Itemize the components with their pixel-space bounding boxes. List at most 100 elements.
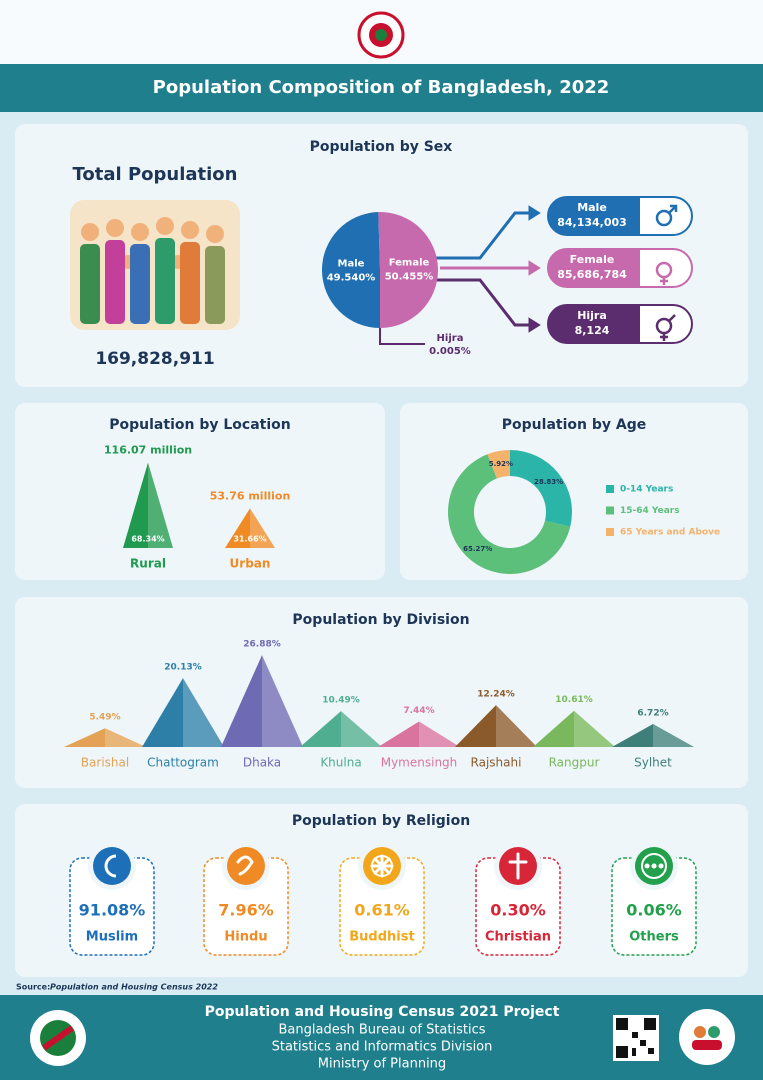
triangle	[64, 728, 146, 747]
slice-value-label: 65.27%	[463, 545, 492, 553]
religion-symbol	[104, 854, 117, 878]
value-label: 26.88%	[243, 640, 281, 650]
legend-label: 0-14 Years	[620, 485, 673, 495]
religion-label: Buddhist	[349, 930, 414, 945]
card-label: Male	[577, 201, 607, 214]
triangle-shade	[419, 721, 460, 747]
value-label: 68.34%	[131, 535, 164, 544]
religion-value: 0.30%	[490, 901, 546, 920]
triangle	[123, 462, 173, 548]
panel	[15, 403, 385, 580]
category-label: Barishal	[81, 756, 129, 770]
religion-symbol	[370, 854, 394, 878]
triangle	[142, 678, 224, 747]
footer-title: Population and Housing Census 2021 Proje…	[205, 1004, 560, 1020]
slice-value-label: 49.540%	[327, 272, 376, 283]
legend-swatch	[606, 506, 614, 515]
value-label: 7.44%	[403, 706, 434, 716]
section-title: Population by Location	[109, 417, 290, 433]
religion-value: 7.96%	[218, 901, 274, 920]
total-population: 169,828,911	[95, 349, 214, 369]
category-label: Rajshahi	[471, 756, 522, 770]
donut-slice	[448, 454, 571, 574]
symbol-stroke	[668, 204, 678, 214]
pie-slice	[321, 212, 380, 329]
section-title: Population by Age	[502, 417, 646, 433]
religion-symbol	[508, 852, 528, 880]
total-title: Total Population	[73, 164, 238, 185]
slice-category: Hijra	[437, 333, 464, 344]
symbol-stroke	[660, 277, 668, 285]
sex-cards: Male 84,134,003 Female 85,686,784 Hijra 8,124	[547, 196, 693, 344]
category-label: Chattogram	[147, 756, 219, 770]
category-label: Sylhet	[634, 756, 672, 770]
section-title: Population by Division	[292, 612, 469, 628]
footer-line: Statistics and Informatics Division	[272, 1040, 493, 1055]
triangle-shade	[262, 655, 303, 747]
category-label: Mymensingh	[381, 756, 458, 770]
footer-logo-right	[679, 1009, 735, 1065]
total-label: 116.07 million	[104, 444, 192, 457]
triangle	[455, 705, 537, 747]
religion-icon	[93, 847, 131, 885]
donut-slice	[487, 450, 510, 479]
legend-swatch	[606, 485, 614, 493]
religion-value: 91.08%	[79, 901, 146, 920]
slice-category: Male	[338, 258, 365, 269]
card-count: 8,124	[575, 324, 610, 337]
donut-slice	[510, 450, 572, 527]
religion-value: 0.61%	[354, 901, 410, 920]
panel	[400, 403, 748, 580]
sex-symbol	[655, 261, 673, 285]
legend-label: 65 Years and Above	[620, 528, 720, 538]
value-label: 12.24%	[477, 690, 515, 700]
slice-value-label: 28.83%	[534, 478, 563, 486]
triangle	[300, 711, 382, 747]
source-label: Source:	[16, 983, 50, 992]
category-label: Rangpur	[549, 756, 600, 770]
religion-icon	[227, 847, 265, 885]
total-label: 53.76 million	[210, 489, 291, 502]
section-title: Population by Sex	[310, 139, 453, 155]
card-label: Hijra	[577, 309, 607, 322]
triangle-shade	[105, 728, 146, 747]
religion-symbol-ring	[371, 855, 393, 877]
value-label: 31.66%	[233, 535, 266, 544]
value-label: 10.61%	[555, 695, 593, 705]
value-label: 20.13%	[164, 663, 202, 673]
page-title: Population Composition of Bangladesh, 20…	[153, 77, 610, 98]
people-illustration	[70, 200, 240, 330]
legend-swatch	[606, 528, 614, 536]
pie-slice	[378, 212, 438, 328]
slice-category: Female	[389, 258, 430, 269]
value-label: 10.49%	[322, 696, 360, 706]
triangle-shade	[653, 724, 694, 747]
religion-label: Christian	[485, 930, 551, 945]
category-label: Dhaka	[243, 756, 281, 770]
card-fill	[548, 305, 640, 343]
triangle	[533, 710, 615, 747]
category-label: Urban	[230, 557, 271, 571]
footer-line: Bangladesh Bureau of Statistics	[279, 1023, 486, 1038]
triangle-shade	[574, 710, 615, 747]
card-fill	[548, 197, 640, 235]
triangle-shade	[148, 462, 173, 548]
footer-logo-left	[30, 1010, 86, 1066]
card-fill	[548, 249, 640, 287]
slice-value-label: 50.455%	[385, 272, 434, 283]
triangle	[612, 724, 694, 747]
religion-label: Hindu	[224, 930, 267, 945]
header-band	[0, 64, 763, 112]
religion-symbol	[236, 855, 254, 876]
slice-value-label: 5.92%	[489, 460, 513, 468]
religion-label: Others	[629, 930, 679, 945]
value-label: 5.49%	[89, 713, 120, 723]
card-count: 85,686,784	[557, 268, 627, 281]
category-label: Rural	[130, 557, 166, 571]
triangle	[378, 721, 460, 747]
footer-line: Ministry of Planning	[318, 1057, 446, 1072]
legend-label: 15-64 Years	[620, 506, 680, 516]
triangle	[225, 508, 275, 548]
triangle	[221, 655, 303, 747]
slice-value-label: 0.005%	[429, 346, 471, 357]
